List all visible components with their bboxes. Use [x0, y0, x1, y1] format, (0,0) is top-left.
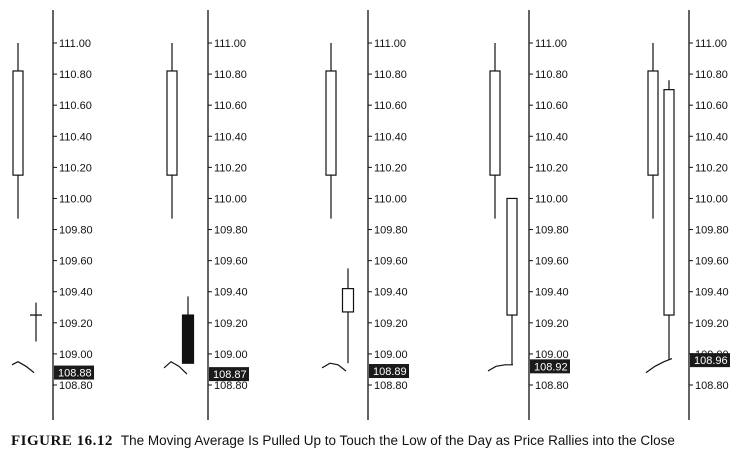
- figure-label: FIGURE 16.12: [11, 433, 113, 449]
- moving-average-line: [645, 358, 673, 374]
- tick-label: 109.60: [59, 256, 93, 268]
- tick-label: 109.00: [214, 349, 248, 361]
- tick-label: 110.80: [374, 69, 407, 81]
- tick-label: 110.00: [214, 193, 247, 205]
- last-value-label: 108.89: [373, 366, 407, 378]
- tick-label: 110.00: [535, 193, 568, 205]
- tick-label: 109.80: [535, 225, 569, 237]
- tick-label: 110.00: [59, 193, 92, 205]
- last-value-tag: [369, 364, 409, 379]
- current-candle-body: [663, 89, 675, 316]
- moving-average-line: [487, 364, 513, 372]
- prior-candle-body: [489, 70, 501, 176]
- tick-label: 111.00: [59, 38, 91, 50]
- tick-label: 109.60: [695, 256, 729, 268]
- figure-caption-text: The Moving Average Is Pulled Up to Touch…: [120, 433, 675, 448]
- current-candle-body: [506, 197, 518, 316]
- tick-label: 111.00: [214, 38, 246, 50]
- tick-label: 110.20: [695, 162, 728, 174]
- tick-label: 110.60: [59, 100, 92, 112]
- tick-label: 109.20: [59, 318, 93, 330]
- tick-label: 108.80: [214, 380, 248, 392]
- tick-label: 110.20: [535, 162, 568, 174]
- tick-label: 110.20: [214, 162, 247, 174]
- tick-label: 109.80: [374, 225, 408, 237]
- prior-candle-body: [647, 70, 659, 176]
- tick-label: 110.00: [695, 193, 728, 205]
- figure-caption: FIGURE 16.12 The Moving Average Is Pulled…: [11, 432, 736, 450]
- tick-label: 111.00: [535, 38, 567, 50]
- prior-candle-body: [166, 70, 178, 176]
- tick-label: 109.40: [695, 287, 729, 299]
- tick-label: 110.40: [695, 131, 728, 143]
- tick-label: 109.80: [59, 225, 93, 237]
- last-value-label: 108.92: [534, 361, 568, 373]
- tick-label: 110.40: [214, 131, 247, 143]
- tick-label: 109.60: [214, 256, 248, 268]
- tick-label: 110.20: [374, 162, 407, 174]
- tick-label: 110.60: [695, 100, 728, 112]
- current-candle-body: [181, 314, 195, 364]
- tick-label: 110.80: [214, 69, 247, 81]
- prior-candle-body: [325, 70, 337, 176]
- last-value-tag: [530, 359, 570, 374]
- tick-label: 110.80: [695, 69, 728, 81]
- moving-average-line: [11, 361, 35, 374]
- last-value-label: 108.87: [213, 369, 247, 381]
- tick-label: 110.60: [374, 100, 407, 112]
- last-value-label: 108.88: [58, 368, 92, 380]
- tick-label: 109.00: [535, 349, 569, 361]
- moving-average-line: [321, 362, 347, 372]
- moving-average-line: [163, 360, 188, 375]
- tick-label: 108.80: [374, 380, 408, 392]
- prior-candle-body: [12, 70, 24, 176]
- tick-label: 109.00: [374, 349, 408, 361]
- tick-label: 110.40: [374, 131, 407, 143]
- tick-label: 109.80: [214, 225, 248, 237]
- tick-label: 110.80: [535, 69, 568, 81]
- chart-figure: 111.00 110.80 110.60 110.40 110.20 110.00 109.…: [11, 10, 730, 420]
- tick-label: 109.40: [59, 287, 93, 299]
- tick-label: 109.40: [535, 287, 569, 299]
- tick-label: 110.00: [374, 193, 407, 205]
- tick-label: 110.80: [59, 69, 92, 81]
- tick-label: 109.20: [695, 318, 729, 330]
- tick-label: 109.00: [59, 349, 93, 361]
- tick-label: 110.40: [535, 131, 568, 143]
- tick-label: 109.20: [374, 318, 408, 330]
- last-value-label: 108.96: [694, 355, 728, 367]
- tick-label: 110.20: [59, 162, 92, 174]
- tick-label: 109.60: [374, 256, 408, 268]
- tick-label: 108.80: [535, 380, 569, 392]
- tick-label: 108.80: [59, 380, 93, 392]
- current-candle-body: [341, 288, 355, 313]
- tick-label: 110.60: [535, 100, 568, 112]
- tick-label: 110.60: [214, 100, 247, 112]
- last-value-tag: [209, 367, 249, 382]
- tick-label: 109.20: [214, 318, 248, 330]
- tick-label: 110.40: [59, 131, 92, 143]
- tick-label: 109.40: [214, 287, 248, 299]
- last-value-tag: [690, 353, 730, 368]
- tick-label: 111.00: [695, 38, 727, 50]
- tick-label: 111.00: [374, 38, 406, 50]
- last-value-tag: [54, 365, 94, 380]
- tick-label: 109.20: [535, 318, 569, 330]
- tick-label: 109.60: [535, 256, 569, 268]
- tick-label: 109.40: [374, 287, 408, 299]
- tick-label: 109.80: [695, 225, 729, 237]
- tick-label: 108.80: [695, 380, 729, 392]
